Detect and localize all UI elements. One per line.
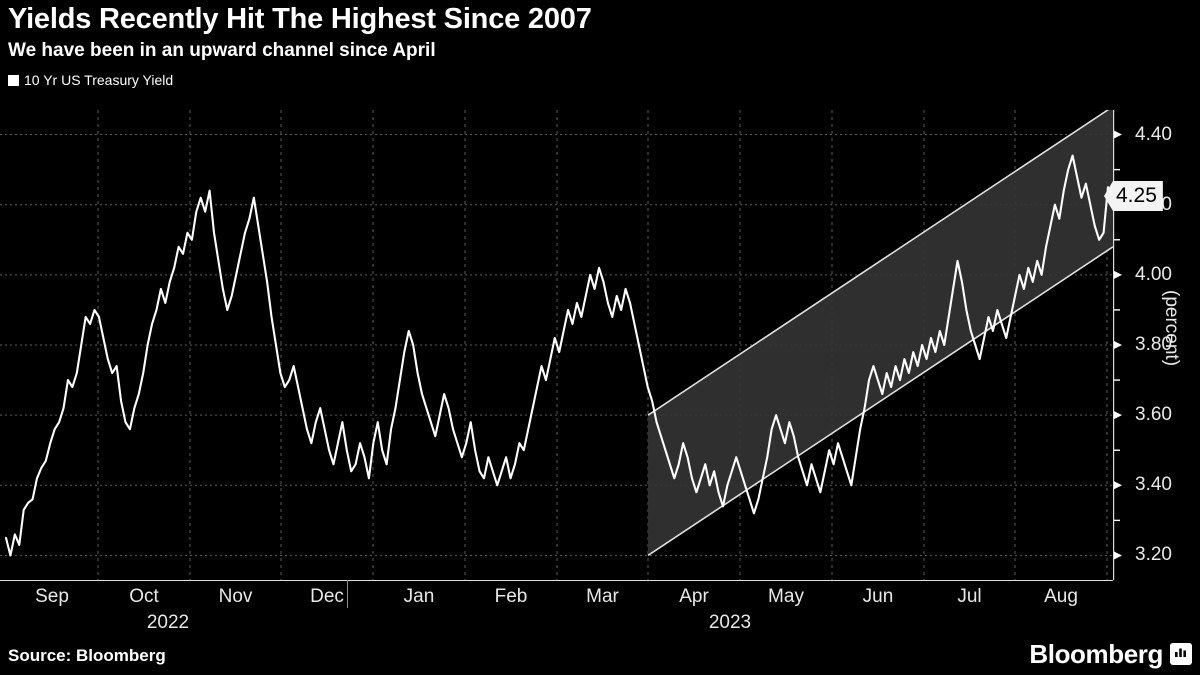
last-value-callout-label: 4.25 [1104, 181, 1163, 211]
chart-canvas [0, 110, 1113, 580]
bloomberg-brand: Bloomberg [1029, 640, 1192, 668]
y-axis-tick-label: 3.40 [1135, 474, 1172, 496]
x-axis-tick-label: Oct [129, 586, 159, 607]
year-separator-tick [347, 580, 348, 608]
y-axis-tick-label: 3.80 [1135, 334, 1172, 355]
page-title: Yields Recently Hit The Highest Since 20… [8, 3, 592, 35]
last-value-callout: 4.25 [1104, 181, 1163, 211]
x-axis-tick-label: Mar [586, 586, 619, 607]
x-axis-tick-label: Nov [218, 586, 253, 607]
chart-legend: 10 Yr US Treasury Yield [8, 73, 1192, 87]
y-axis-tick-label: 4.40 [1135, 123, 1172, 145]
channel-band-annotation [647, 110, 1113, 557]
x-axis-tick-label: Feb [494, 586, 528, 607]
x-axis-tick-label: Jan [403, 586, 435, 607]
x-axis-year-2022: 2022 [146, 612, 190, 633]
x-axis-tick-label: Aug [1044, 586, 1078, 607]
x-axis-tick-label: Sep [35, 586, 69, 607]
x-axis-tick-label: May [768, 586, 804, 607]
x-axis: Sep Oct Nov Dec Jan Feb Mar Apr May Jun Jul Aug 202… [0, 580, 1113, 640]
chart-header: Yields Recently Hit The Highest Since 20… [8, 0, 1192, 87]
source-note: Source: Bloomberg [8, 646, 166, 665]
legend-square-marker-icon [8, 74, 19, 86]
series-line-10yr-treasury [4, 154, 1110, 557]
legend-item-label: 10 Yr US Treasury Yield [24, 72, 174, 88]
x-axis-tick-label: Dec [310, 586, 344, 607]
y-axis-unit-label: (percent) [1161, 290, 1182, 367]
brand-wordmark: Bloomberg [1029, 639, 1163, 669]
x-axis-tick-label: Jun [862, 586, 894, 607]
plot-area [0, 110, 1113, 580]
y-axis-tick-label: 4.00 [1135, 263, 1172, 285]
y-axis-tick-label: 3.20 [1135, 544, 1172, 566]
x-axis-line [0, 580, 1113, 581]
x-axis-tick-label: Apr [679, 586, 709, 607]
x-axis-year-2023: 2023 [708, 612, 752, 633]
y-axis-tick-label: 3.60 [1135, 404, 1172, 426]
page-subtitle: We have been in an upward channel since … [8, 40, 436, 61]
bloomberg-bars-icon [1170, 643, 1192, 665]
x-axis-tick-label: Jul [957, 586, 982, 607]
